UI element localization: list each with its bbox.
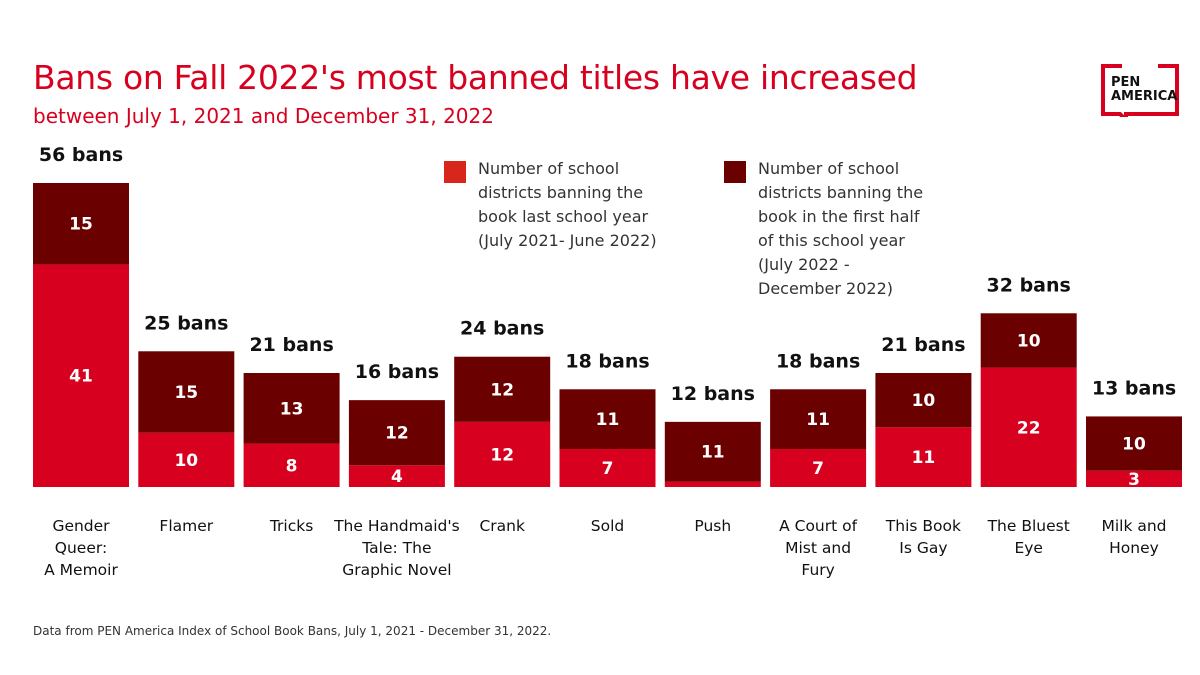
legend-line: (July 2022 - bbox=[758, 255, 850, 274]
legend-swatch-last-year bbox=[444, 161, 466, 183]
legend-line: book last school year bbox=[478, 207, 649, 226]
logo-text-pen: PEN bbox=[1111, 75, 1140, 90]
legend-label-this-year: Number of school districts banning the boo… bbox=[758, 157, 923, 301]
total-label: 56 bans bbox=[39, 144, 123, 166]
data-label-this-year: 11 bbox=[701, 443, 725, 463]
bar-last-year bbox=[770, 449, 867, 487]
data-label-last-year: 3 bbox=[1128, 470, 1140, 490]
legend-line: Number of school bbox=[478, 159, 620, 178]
category-label: Is Gay bbox=[899, 539, 947, 557]
bar-last-year bbox=[243, 443, 340, 487]
data-label-last-year: 10 bbox=[174, 451, 198, 471]
logo-text-america: AMERICA bbox=[1111, 89, 1177, 104]
bar-this-year bbox=[664, 421, 761, 482]
bar-this-year bbox=[875, 373, 972, 428]
bar-this-year bbox=[454, 356, 551, 422]
category-label: A Court of bbox=[779, 517, 858, 535]
data-label-this-year: 12 bbox=[385, 424, 409, 444]
bar-last-year bbox=[1086, 470, 1182, 487]
category-label: Honey bbox=[1109, 539, 1159, 557]
legend-line: districts banning the bbox=[478, 183, 644, 202]
bar-this-year bbox=[348, 400, 445, 466]
data-label-this-year: 10 bbox=[912, 391, 936, 411]
data-label-this-year: 11 bbox=[596, 410, 620, 430]
data-label-this-year: 15 bbox=[174, 383, 198, 403]
category-label: Crank bbox=[479, 517, 525, 535]
chart-title: Bans on Fall 2022's most banned titles h… bbox=[33, 58, 918, 97]
total-label: 13 bans bbox=[1092, 377, 1176, 399]
bar-last-year bbox=[559, 449, 656, 487]
category-label: Mist and bbox=[785, 539, 851, 557]
legend-label-last-year: Number of school districts banning the boo… bbox=[478, 157, 657, 253]
data-label-this-year: 13 bbox=[280, 399, 304, 419]
total-label: 24 bans bbox=[460, 318, 544, 340]
category-label: Tricks bbox=[269, 517, 313, 535]
category-label: Queer: bbox=[55, 539, 107, 557]
data-label-last-year: 12 bbox=[490, 445, 514, 465]
category-label: The Handmaid's bbox=[333, 517, 460, 535]
legend-line: of this school year bbox=[758, 231, 905, 250]
bar-last-year bbox=[875, 427, 972, 487]
data-label-this-year: 10 bbox=[1122, 435, 1146, 455]
bar-last-year bbox=[33, 264, 129, 487]
data-label-last-year: 7 bbox=[812, 459, 824, 479]
data-label-last-year: 8 bbox=[286, 456, 298, 476]
bar-last-year bbox=[348, 465, 445, 487]
category-label: Tale: The bbox=[361, 539, 431, 557]
category-label: The Bluest bbox=[987, 517, 1070, 535]
legend-line: book in the first half bbox=[758, 207, 920, 226]
bar-this-year bbox=[243, 373, 340, 444]
total-label: 12 bans bbox=[671, 383, 755, 405]
legend-line: (July 2021- June 2022) bbox=[478, 231, 657, 250]
legend-line: Number of school bbox=[758, 159, 900, 178]
bar-last-year bbox=[138, 432, 235, 487]
total-label: 21 bans bbox=[881, 334, 965, 356]
data-label-last-year: 11 bbox=[912, 448, 936, 468]
category-label: This Book bbox=[885, 517, 961, 535]
total-label: 21 bans bbox=[249, 334, 333, 356]
category-label: Push bbox=[694, 517, 731, 535]
total-label: 16 bans bbox=[355, 361, 439, 383]
legend-swatch-this-year bbox=[724, 161, 746, 183]
category-label: Sold bbox=[591, 517, 624, 535]
data-label-this-year: 12 bbox=[490, 380, 514, 400]
category-label: A Memoir bbox=[44, 561, 118, 579]
data-label-this-year: 15 bbox=[69, 215, 93, 235]
bar-this-year bbox=[33, 183, 129, 265]
data-label-this-year: 11 bbox=[806, 410, 830, 430]
bar-this-year bbox=[770, 389, 867, 449]
category-label: Gender bbox=[52, 517, 110, 535]
data-label-last-year: 41 bbox=[69, 367, 93, 387]
data-label-last-year: 22 bbox=[1017, 418, 1041, 438]
bar-last-year bbox=[454, 421, 551, 487]
total-label: 32 bans bbox=[987, 274, 1071, 296]
legend-line: districts banning the bbox=[758, 183, 924, 202]
total-label: 18 bans bbox=[776, 350, 860, 372]
bar-this-year bbox=[980, 313, 1077, 368]
data-label-this-year: 10 bbox=[1017, 331, 1041, 351]
category-label: Eye bbox=[1014, 539, 1043, 557]
bar-this-year bbox=[1086, 416, 1182, 471]
category-label: Fury bbox=[801, 561, 834, 579]
category-label: Graphic Novel bbox=[342, 561, 451, 579]
total-label: 18 bans bbox=[565, 350, 649, 372]
data-label-last-year: 4 bbox=[391, 467, 403, 487]
bar-this-year bbox=[559, 389, 656, 449]
data-label-last-year: 7 bbox=[602, 459, 614, 479]
total-label: 25 bans bbox=[144, 312, 228, 334]
bar-last-year bbox=[980, 367, 1077, 487]
legend-line: December 2022) bbox=[758, 279, 894, 298]
footnote: Data from PEN America Index of School Bo… bbox=[33, 624, 552, 638]
category-label: Flamer bbox=[159, 517, 213, 535]
bar-last-year bbox=[664, 481, 761, 487]
pen-america-logo: PEN AMERICA bbox=[1101, 64, 1179, 117]
bar-this-year bbox=[138, 351, 235, 433]
category-label: Milk and bbox=[1101, 517, 1166, 535]
chart-subtitle: between July 1, 2021 and December 31, 20… bbox=[33, 104, 494, 128]
